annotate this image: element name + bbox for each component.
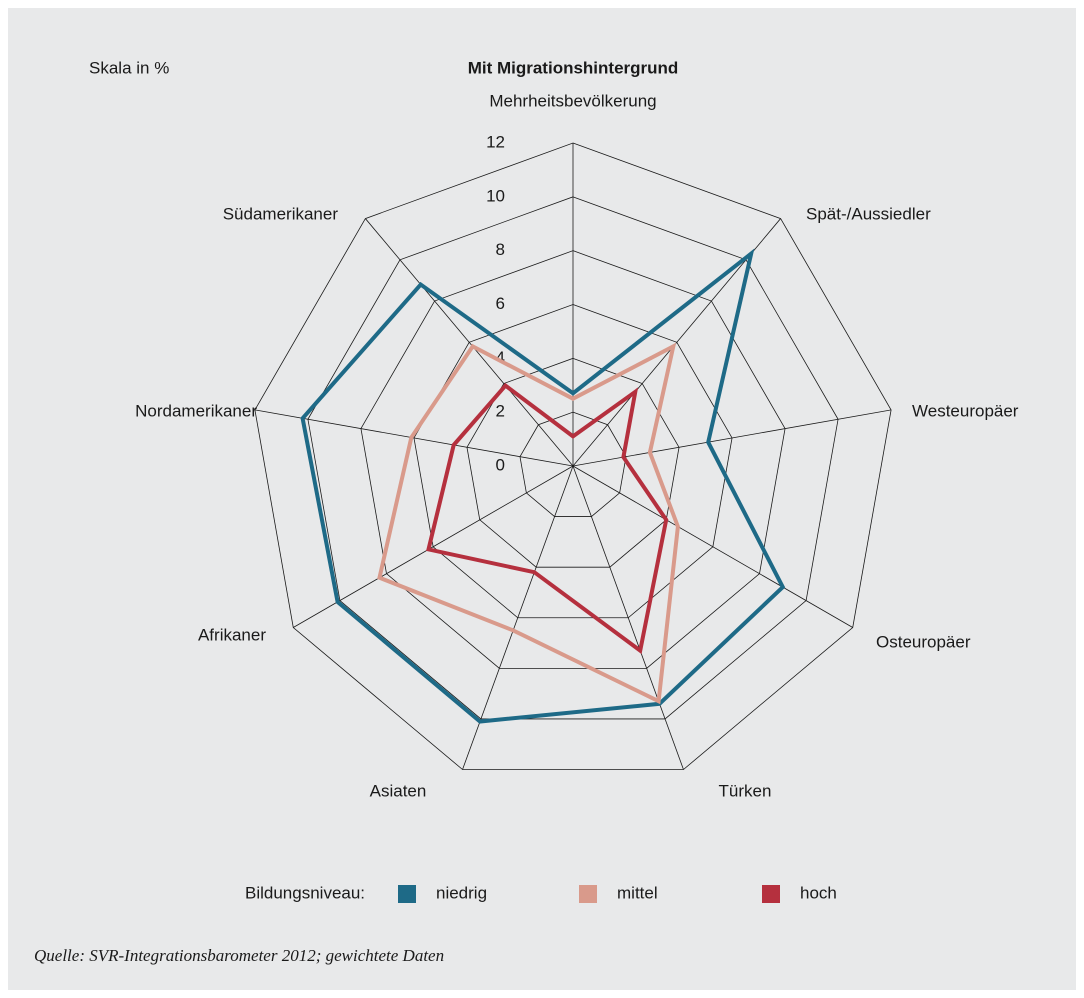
grid-ring xyxy=(466,357,680,568)
r-tick-label: 0 xyxy=(496,455,505,474)
legend-swatch xyxy=(762,885,780,903)
category-label: Osteuropäer xyxy=(876,632,971,651)
spoke xyxy=(462,465,574,770)
category-label: Nordamerikaner xyxy=(135,401,257,420)
grid-ring xyxy=(360,250,786,669)
r-tick-label: 2 xyxy=(496,402,505,421)
series-line xyxy=(377,342,680,705)
spoke xyxy=(572,409,892,467)
category-label: Türken xyxy=(719,781,772,800)
spoke xyxy=(293,465,574,628)
r-tick-label: 12 xyxy=(486,132,505,151)
r-tick-label: 8 xyxy=(496,240,505,259)
legend-swatch xyxy=(579,885,597,903)
spoke xyxy=(254,409,574,467)
chart-title: Mit Migrationshintergrund xyxy=(468,58,679,77)
panel xyxy=(8,8,1076,990)
spoke xyxy=(365,218,574,467)
spoke xyxy=(572,465,684,770)
legend-title: Bildungsniveau: xyxy=(245,883,365,902)
series-line xyxy=(300,248,786,724)
source: Quelle: SVR-Integrationsbarometer 2012; … xyxy=(34,946,444,965)
r-tick-label: 10 xyxy=(486,186,505,205)
legend-label: mittel xyxy=(617,883,658,902)
category-label: Afrikaner xyxy=(198,625,266,644)
grid-ring xyxy=(519,411,627,517)
spoke xyxy=(572,465,853,628)
category-label: Asiaten xyxy=(370,781,427,800)
category-label: Westeuropäer xyxy=(912,401,1019,420)
grid-ring xyxy=(307,196,839,720)
category-label: Mehrheitsbevölkerung xyxy=(489,91,656,110)
grid-ring xyxy=(254,142,892,770)
legend-label: hoch xyxy=(800,883,837,902)
category-label: Spät-/Aussiedler xyxy=(806,204,931,223)
r-tick-label: 4 xyxy=(496,348,505,367)
legend-label: niedrig xyxy=(436,883,487,902)
series-line xyxy=(426,382,669,655)
r-tick-label: 6 xyxy=(496,294,505,313)
category-label: Südamerikaner xyxy=(223,204,339,223)
scale-note: Skala in % xyxy=(89,58,169,77)
legend-swatch xyxy=(398,885,416,903)
